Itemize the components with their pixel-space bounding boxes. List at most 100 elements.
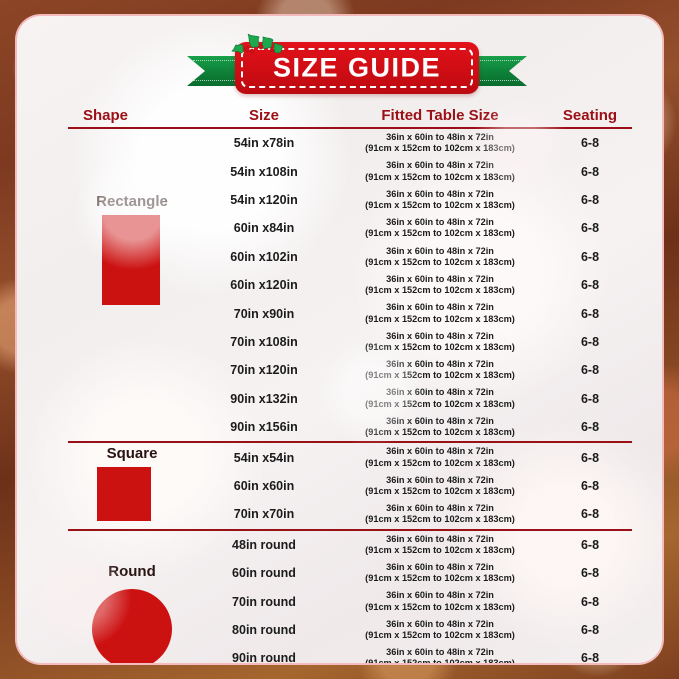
cell-size: 54in x120in: [230, 192, 298, 207]
fitted-inches: 36in x 60in to 48in x 72in: [386, 273, 494, 284]
table-section-square: Square 54in x54in 36in x 60in to 48in x 72…: [68, 443, 632, 528]
fitted-inches: 36in x 60in to 48in x 72in: [386, 647, 494, 658]
cell-fitted-table-size: 36in x 60in to 48in x 72in (91cm x 152cm …: [332, 387, 548, 409]
header-divider: [68, 127, 632, 129]
cell-size: 54in x78in: [233, 136, 295, 151]
fitted-inches: 36in x 60in to 48in x 72in: [386, 387, 494, 398]
table-row: 70in x108in 36in x 60in to 48in x 72in (91…: [196, 328, 632, 356]
fitted-inches: 36in x 60in to 48in x 72in: [386, 330, 494, 341]
shape-cell: Square: [68, 443, 196, 528]
table-row: 60in round 36in x 60in to 48in x 72in (91c…: [196, 559, 632, 587]
cell-fitted-table-size: 36in x 60in to 48in x 72in (91cm x 152cm …: [332, 619, 548, 641]
cell-fitted-table-size: 36in x 60in to 48in x 72in (91cm x 152cm …: [332, 647, 548, 665]
fitted-centimeters: (91cm x 152cm to 102cm x 183cm): [365, 398, 515, 409]
cell-size: 70in x108in: [230, 334, 298, 349]
cell-fitted-table-size: 36in x 60in to 48in x 72in (91cm x 152cm …: [332, 246, 548, 268]
table-section-round: Round 48in round 36in x 60in to 48in x 72i…: [68, 531, 632, 665]
cell-size: 90in round: [232, 651, 296, 665]
table-row: 70in x90in 36in x 60in to 48in x 72in (91c…: [196, 299, 632, 327]
cell-seating: 6-8: [580, 221, 600, 236]
banner-dashed-border: [241, 48, 473, 88]
table-row: 54in x120in 36in x 60in to 48in x 72in (91…: [196, 186, 632, 214]
cell-fitted-table-size: 36in x 60in to 48in x 72in (91cm x 152cm …: [332, 189, 548, 211]
column-header-size: Size: [248, 107, 279, 124]
table-row: 60in x60in 36in x 60in to 48in x 72in (91c…: [196, 472, 632, 500]
cell-seating: 6-8: [580, 136, 600, 151]
fitted-centimeters: (91cm x 152cm to 102cm x 183cm): [365, 658, 515, 665]
cell-seating: 6-8: [580, 450, 600, 465]
table-row: 80in round 36in x 60in to 48in x 72in (91c…: [196, 616, 632, 644]
table-row: 60in x102in 36in x 60in to 48in x 72in (91…: [196, 243, 632, 271]
table-row: 60in x84in 36in x 60in to 48in x 72in (91c…: [196, 214, 632, 242]
table-row: 70in x120in 36in x 60in to 48in x 72in (91…: [196, 356, 632, 384]
fitted-inches: 36in x 60in to 48in x 72in: [386, 131, 494, 142]
cell-size: 48in round: [232, 537, 296, 552]
fitted-centimeters: (91cm x 152cm to 102cm x 183cm): [365, 256, 515, 267]
table-row: 60in x120in 36in x 60in to 48in x 72in (91…: [196, 271, 632, 299]
holly-icon: [231, 33, 284, 54]
fitted-centimeters: (91cm x 152cm to 102cm x 183cm): [365, 629, 515, 640]
fitted-inches: 36in x 60in to 48in x 72in: [386, 503, 494, 514]
cell-fitted-table-size: 36in x 60in to 48in x 72in (91cm x 152cm …: [332, 217, 548, 239]
fitted-centimeters: (91cm x 152cm to 102cm x 183cm): [365, 457, 515, 468]
table-section-rectangle: Rectangle 54in x78in 36in x 60in to 48in x…: [68, 129, 632, 441]
cell-size: 60in x120in: [230, 278, 298, 293]
cell-fitted-table-size: 36in x 60in to 48in x 72in (91cm x 152cm …: [332, 446, 548, 468]
cell-fitted-table-size: 36in x 60in to 48in x 72in (91cm x 152cm …: [332, 359, 548, 381]
cell-seating: 6-8: [580, 363, 600, 378]
cell-size: 60in x60in: [233, 478, 295, 493]
circle-swatch: [92, 588, 172, 663]
cell-fitted-table-size: 36in x 60in to 48in x 72in (91cm x 152cm …: [332, 590, 548, 612]
column-header-fitted: Fitted Table Size: [381, 107, 499, 124]
cell-seating: 6-8: [580, 478, 600, 493]
shape-label: Rectangle: [96, 193, 168, 210]
fitted-centimeters: (91cm x 152cm to 102cm x 183cm): [365, 601, 515, 612]
cell-fitted-table-size: 36in x 60in to 48in x 72in (91cm x 152cm …: [332, 475, 548, 497]
shape-label: Round: [108, 562, 156, 580]
square-swatch: [97, 467, 151, 522]
fitted-centimeters: (91cm x 152cm to 102cm x 183cm): [365, 514, 515, 525]
fitted-centimeters: (91cm x 152cm to 102cm x 183cm): [365, 341, 515, 352]
rows-container: 54in x54in 36in x 60in to 48in x 72in (91c…: [196, 443, 632, 528]
cell-seating: 6-8: [580, 334, 600, 349]
table-header-row: Shape Size Fitted Table Size Seating: [68, 90, 632, 124]
fitted-inches: 36in x 60in to 48in x 72in: [386, 160, 494, 171]
cell-fitted-table-size: 36in x 60in to 48in x 72in (91cm x 152cm …: [332, 160, 548, 182]
cell-size: 60in x84in: [233, 221, 295, 236]
cell-fitted-table-size: 36in x 60in to 48in x 72in (91cm x 152cm …: [332, 274, 548, 296]
rectangle-swatch: [102, 215, 160, 305]
fitted-centimeters: (91cm x 152cm to 102cm x 183cm): [365, 143, 515, 154]
fitted-centimeters: (91cm x 152cm to 102cm x 183cm): [365, 485, 515, 496]
table-row: 70in round 36in x 60in to 48in x 72in (91c…: [196, 587, 632, 615]
cell-size: 90in x156in: [230, 420, 298, 435]
fitted-centimeters: (91cm x 152cm to 102cm x 183cm): [365, 285, 515, 296]
shape-label: Square: [106, 445, 158, 463]
section-divider: [68, 528, 632, 531]
cell-size: 70in round: [232, 594, 296, 609]
fitted-centimeters: (91cm x 152cm to 102cm x 183cm): [365, 544, 515, 555]
fitted-inches: 36in x 60in to 48in x 72in: [386, 245, 494, 256]
size-guide-table: Shape Size Fitted Table Size Seating Rec…: [68, 90, 632, 665]
fitted-centimeters: (91cm x 152cm to 102cm x 183cm): [365, 313, 515, 324]
fitted-centimeters: (91cm x 152cm to 102cm x 183cm): [365, 171, 515, 182]
fitted-centimeters: (91cm x 152cm to 102cm x 183cm): [365, 199, 515, 210]
cell-size: 70in x70in: [233, 507, 295, 522]
fitted-inches: 36in x 60in to 48in x 72in: [386, 533, 494, 544]
fitted-inches: 36in x 60in to 48in x 72in: [386, 217, 494, 228]
fitted-centimeters: (91cm x 152cm to 102cm x 183cm): [365, 228, 515, 239]
cell-size: 70in x90in: [233, 306, 295, 321]
column-header-shape: Shape: [83, 107, 129, 124]
cell-seating: 6-8: [580, 651, 600, 665]
cell-seating: 6-8: [580, 537, 600, 552]
table-row: 90in round 36in x 60in to 48in x 72in (91c…: [196, 644, 632, 665]
fitted-inches: 36in x 60in to 48in x 72in: [386, 302, 494, 313]
fitted-inches: 36in x 60in to 48in x 72in: [386, 415, 494, 426]
fitted-inches: 36in x 60in to 48in x 72in: [386, 188, 494, 199]
cell-seating: 6-8: [580, 391, 600, 406]
fitted-inches: 36in x 60in to 48in x 72in: [386, 359, 494, 370]
table-row: 54in x78in 36in x 60in to 48in x 72in (91c…: [196, 129, 632, 157]
cell-fitted-table-size: 36in x 60in to 48in x 72in (91cm x 152cm …: [332, 562, 548, 584]
cell-fitted-table-size: 36in x 60in to 48in x 72in (91cm x 152cm …: [332, 132, 548, 154]
table-row: 70in x70in 36in x 60in to 48in x 72in (91c…: [196, 500, 632, 528]
table-row: 54in x108in 36in x 60in to 48in x 72in (91…: [196, 157, 632, 185]
